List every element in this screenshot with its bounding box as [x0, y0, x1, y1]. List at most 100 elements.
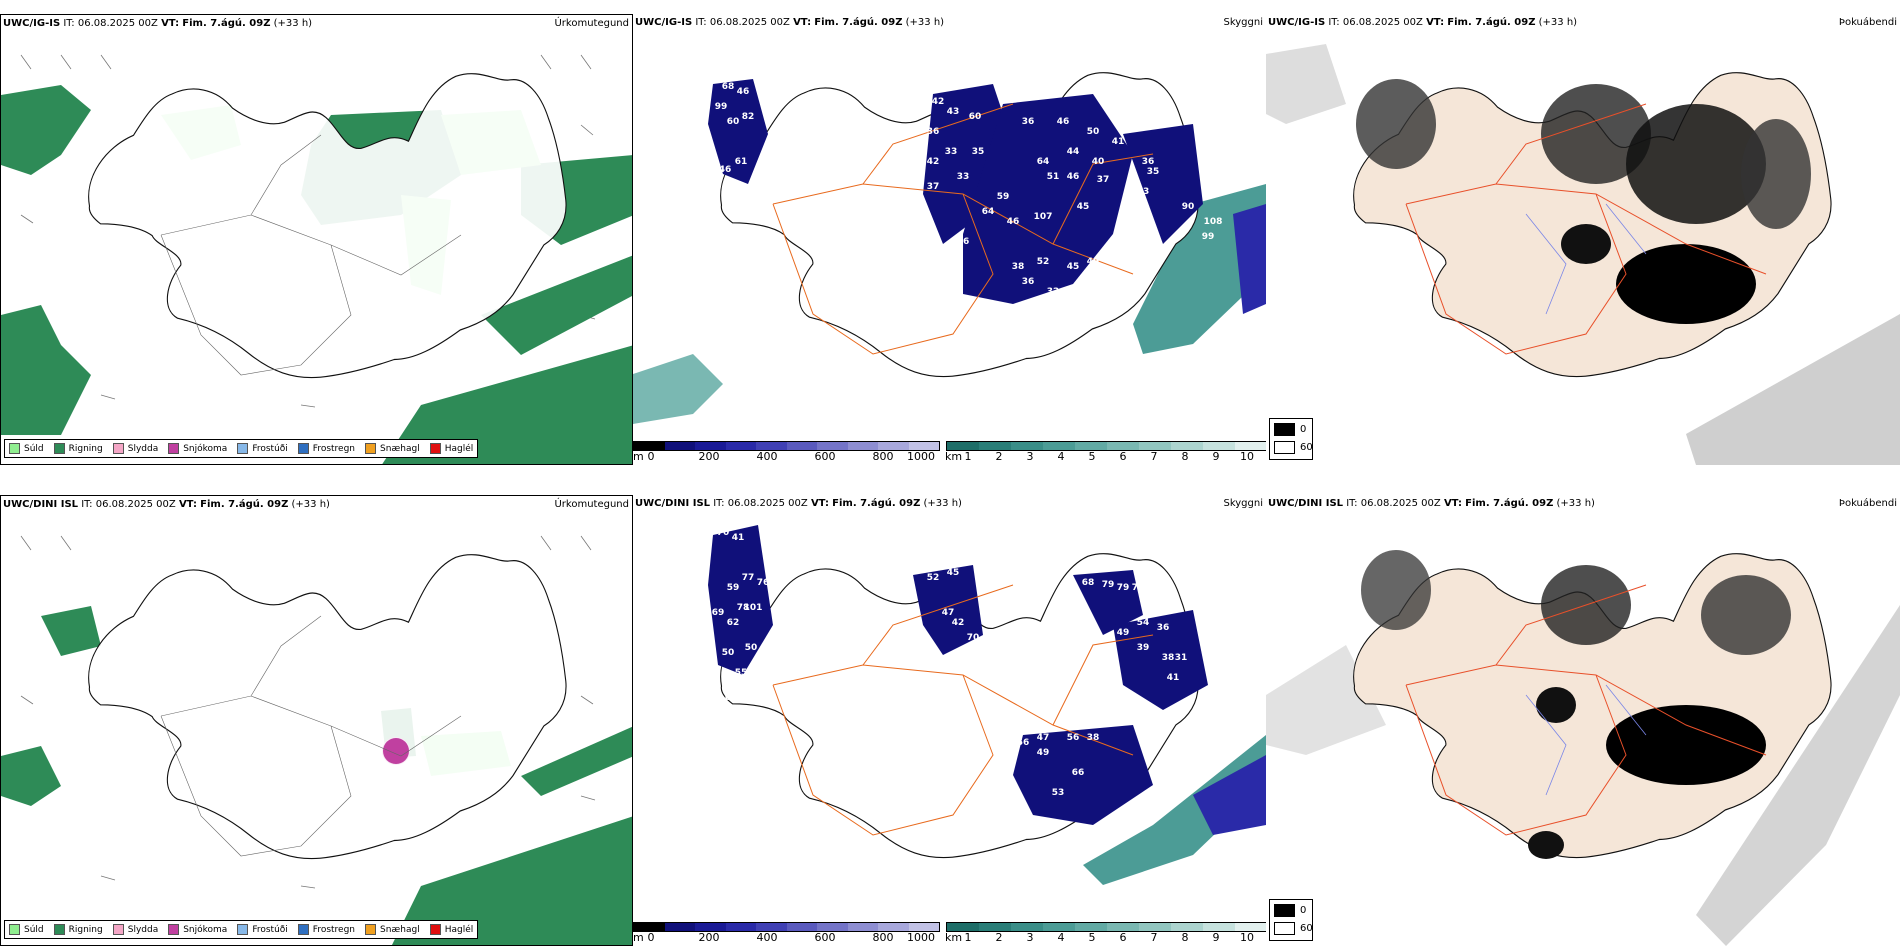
ceiling-value-label: 41: [1112, 137, 1125, 147]
roads-orange: [772, 103, 1154, 355]
it-value: 06.08.2025 00Z: [95, 499, 176, 510]
ceiling-value-label: 49: [1117, 628, 1130, 638]
panel-header: UWC/IG-IS IT: 06.08.2025 00Z VT: Fim. 7.…: [635, 17, 944, 28]
legend-item: Snjókoma: [168, 924, 227, 935]
vt-label: VT:: [1426, 17, 1445, 28]
ceiling-colorbar: m 0 200 400 600 800 1000 km 1 2 3 4 5 6 …: [633, 439, 1266, 465]
fog-darkness: [1356, 79, 1811, 324]
ceiling-value-label: 49: [1087, 257, 1100, 267]
ceiling-panel-bottom: 70 41 77 76 59 69 78 101 62 50 50 55 62 33 34 52 45 47 42 7…: [633, 495, 1266, 946]
km-tick: 3: [1026, 450, 1034, 463]
legend-item: Snæhagl: [365, 924, 420, 935]
legend-swatch: [112, 924, 124, 935]
legend-swatch: [429, 443, 441, 454]
m-tick: 200: [698, 450, 720, 463]
km-tick: 4: [1057, 450, 1065, 463]
ceiling-value-label: 52: [927, 573, 940, 583]
ceiling-value-label: 62: [725, 693, 738, 703]
ceiling-value-label: 45: [947, 568, 960, 578]
ceiling-panel-top: 68 46 99 60 82 61 46 82 55 12 42 43 36 60 33 35 42 33 37 36…: [633, 14, 1266, 465]
ceiling-value-label: 33: [957, 172, 970, 182]
legend-item: 60: [1274, 922, 1313, 935]
km-tick: 8: [1181, 450, 1189, 463]
roads-gray: [160, 615, 462, 857]
model-name: UWC/DINI ISL: [3, 499, 79, 510]
ceiling-value-label: 38: [1162, 653, 1175, 663]
ceiling-value-label: 69: [712, 608, 725, 618]
ceiling-value-label: 55: [735, 668, 748, 678]
legend-item: Slydda: [112, 924, 158, 935]
legend-item: Haglél: [429, 443, 473, 454]
km-tick: 1: [964, 931, 972, 944]
legend-item: 0: [1274, 423, 1306, 436]
precip-map: [1, 54, 632, 464]
model-name: UWC/IG-IS: [1268, 17, 1326, 28]
ceiling-value-label: 77: [742, 573, 755, 583]
ceiling-value-label: 107: [1034, 212, 1053, 222]
rivers: [1525, 203, 1647, 315]
km-colorbar: [946, 441, 1266, 451]
m-tick: 600: [814, 931, 836, 944]
legend-item: Súld: [9, 924, 44, 935]
legend-item: Frostúði: [237, 443, 288, 454]
ceiling-value-label: 47: [1097, 653, 1110, 663]
km-unit: km: [945, 450, 963, 463]
ceiling-value-label: 66: [1072, 768, 1085, 778]
m-tick: 0: [647, 450, 655, 463]
roads-red: [1405, 103, 1767, 355]
ceiling-value-label: 108: [1204, 217, 1223, 227]
panel-header: UWC/DINI ISL IT: 06.08.2025 00Z VT: Fim.…: [1268, 498, 1595, 509]
m-tick: 800: [872, 931, 894, 944]
ceiling-value-label: 82: [792, 137, 805, 147]
vt-value: Fim. 7.ágú. 09Z: [182, 18, 271, 29]
ceiling-value-label: 35: [972, 147, 985, 157]
ceiling-value-label: 34: [687, 706, 700, 716]
ceiling-value-label: 70: [967, 633, 980, 643]
ceiling-value-label: 33: [945, 147, 958, 157]
ceiling-value-label: 51: [1047, 172, 1060, 182]
ceiling-value-label: 78: [737, 603, 750, 613]
ceiling-value-label: 36: [1022, 117, 1035, 127]
ceiling-value-label: 59: [997, 192, 1010, 202]
legend-item: Slydda: [112, 443, 158, 454]
legend-item: Haglél: [429, 924, 473, 935]
lead-time: (+33 h): [923, 498, 962, 509]
ceiling-value-label: 40: [1022, 818, 1035, 828]
ceiling-value-label: 43: [947, 107, 960, 117]
cloud-map: [1266, 550, 1900, 946]
m-tick: 600: [814, 450, 836, 463]
ceiling-value-label: 60: [727, 117, 740, 127]
panel-header: UWC/DINI ISL IT: 06.08.2025 00Z VT: Fim.…: [3, 499, 330, 510]
m-tick: 800: [872, 450, 894, 463]
parameter-title: Þokuábendi: [1838, 17, 1897, 28]
km-tick: 5: [1088, 450, 1096, 463]
panel-header: UWC/IG-IS IT: 06.08.2025 00Z VT: Fim. 7.…: [1268, 17, 1577, 28]
it-value: 06.08.2025 00Z: [1360, 498, 1441, 509]
ceiling-value-label: 60: [969, 112, 982, 122]
ceiling-value-label: 41: [732, 533, 745, 543]
ceiling-value-label: 36: [1142, 157, 1155, 167]
legend-swatch: [1274, 423, 1295, 436]
ceiling-value-label: 31: [1175, 653, 1188, 663]
km-tick: 9: [1212, 450, 1220, 463]
ceiling-value-label: 56: [1017, 738, 1030, 748]
model-name: UWC/IG-IS: [635, 17, 693, 28]
legend-item: Rigning: [53, 924, 103, 935]
cloud-legend: 0 60: [1269, 418, 1313, 460]
panel-header: UWC/DINI ISL IT: 06.08.2025 00Z VT: Fim.…: [635, 498, 962, 509]
vt-label: VT:: [1443, 498, 1462, 509]
legend-item: Frostregn: [297, 443, 355, 454]
vt-label: VT:: [161, 18, 180, 29]
ceiling-value-label: 64: [982, 207, 995, 217]
ceiling-value-label: 82: [742, 112, 755, 122]
it-label: IT:: [1346, 498, 1358, 509]
ceiling-value-label: 91: [817, 237, 830, 247]
legend-item: 0: [1274, 904, 1306, 917]
ceiling-low: [708, 79, 1203, 304]
ceiling-value-label: 47: [942, 608, 955, 618]
legend-swatch: [237, 443, 249, 454]
km-colorbar: [946, 922, 1266, 932]
